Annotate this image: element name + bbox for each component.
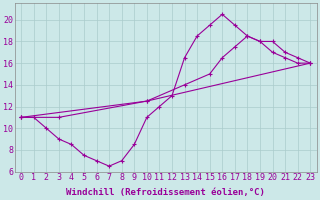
X-axis label: Windchill (Refroidissement éolien,°C): Windchill (Refroidissement éolien,°C) (66, 188, 265, 197)
